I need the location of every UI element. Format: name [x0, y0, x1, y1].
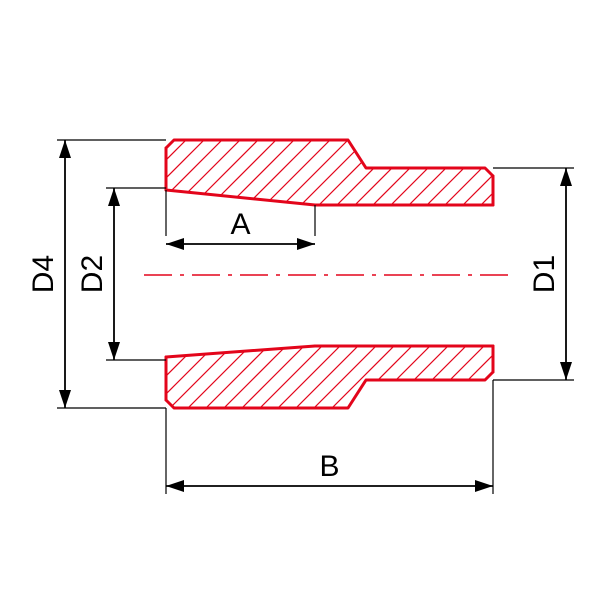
- D2-label: D2: [76, 255, 109, 293]
- B-label: B: [319, 450, 339, 483]
- A-label: A: [230, 208, 250, 241]
- D1-label: D1: [528, 255, 561, 293]
- D4-label: D4: [27, 255, 60, 293]
